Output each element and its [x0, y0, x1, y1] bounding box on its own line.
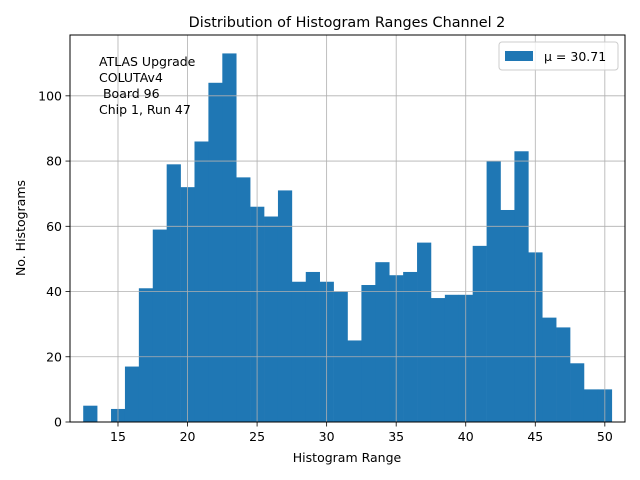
histogram-bar [124, 366, 140, 422]
histogram-bar [375, 262, 390, 422]
y-tick-label: 80 [46, 154, 62, 169]
y-tick-label: 60 [46, 219, 62, 234]
x-tick-label: 35 [388, 429, 404, 444]
annotation-line-3: Board 96 [99, 86, 160, 101]
histogram-bar [152, 229, 167, 422]
x-tick-label: 50 [597, 429, 613, 444]
histogram-bar [444, 294, 460, 422]
histogram-bar [277, 190, 293, 422]
legend-label: μ = 30.71 [544, 49, 606, 64]
histogram-bar [264, 216, 279, 422]
histogram-bar [403, 271, 418, 422]
x-tick-label: 20 [180, 429, 196, 444]
histogram-bar [236, 177, 251, 422]
x-tick-label: 45 [527, 429, 543, 444]
histogram-bar [542, 317, 557, 422]
chart-title: Distribution of Histogram Ranges Channel… [189, 15, 506, 31]
histogram-bar [500, 209, 515, 422]
plot-frame [69, 34, 626, 423]
annotation-line-2: COLUTAv4 [99, 70, 163, 85]
histogram-bar [430, 298, 446, 422]
histogram-bar [570, 363, 585, 422]
histogram-bar [83, 405, 98, 422]
axis-ticks: 15 20 25 30 35 40 45 50 0 20 40 60 80 100 [38, 88, 613, 444]
legend: μ = 30.71 [498, 41, 619, 71]
x-tick-label: 25 [249, 429, 265, 444]
histogram-bar [361, 285, 376, 422]
histogram-bar [138, 288, 154, 422]
annotation-line-1: ATLAS Upgrade [99, 54, 196, 69]
y-tick-label: 20 [46, 349, 62, 364]
histogram-bar [556, 327, 571, 422]
legend-frame [498, 41, 619, 71]
x-tick-label: 15 [110, 429, 126, 444]
y-axis-label: No. Histograms [13, 180, 28, 276]
legend-swatch [505, 51, 533, 61]
histogram-bar [514, 151, 529, 422]
annotation-line-4: Chip 1, Run 47 [99, 102, 191, 117]
histogram-bar [472, 245, 487, 422]
x-axis-label: Histogram Range [293, 450, 402, 465]
histogram-bar [291, 281, 307, 422]
histogram-bar [194, 141, 209, 422]
y-tick-label: 0 [54, 415, 62, 430]
histogram-bar [305, 271, 320, 422]
histogram-bar [166, 164, 181, 422]
y-tick-label: 40 [46, 284, 62, 299]
histogram-bar [347, 340, 362, 422]
x-tick-label: 30 [319, 429, 335, 444]
histogram-bar [417, 242, 432, 422]
y-tick-label: 100 [38, 88, 62, 103]
histogram-bar [583, 389, 599, 422]
histogram-bar [222, 53, 237, 423]
x-tick-label: 40 [458, 429, 474, 444]
annotation-box: ATLAS Upgrade COLUTAv4 Board 96 Chip 1, … [99, 54, 196, 117]
histogram-bar [208, 82, 223, 423]
